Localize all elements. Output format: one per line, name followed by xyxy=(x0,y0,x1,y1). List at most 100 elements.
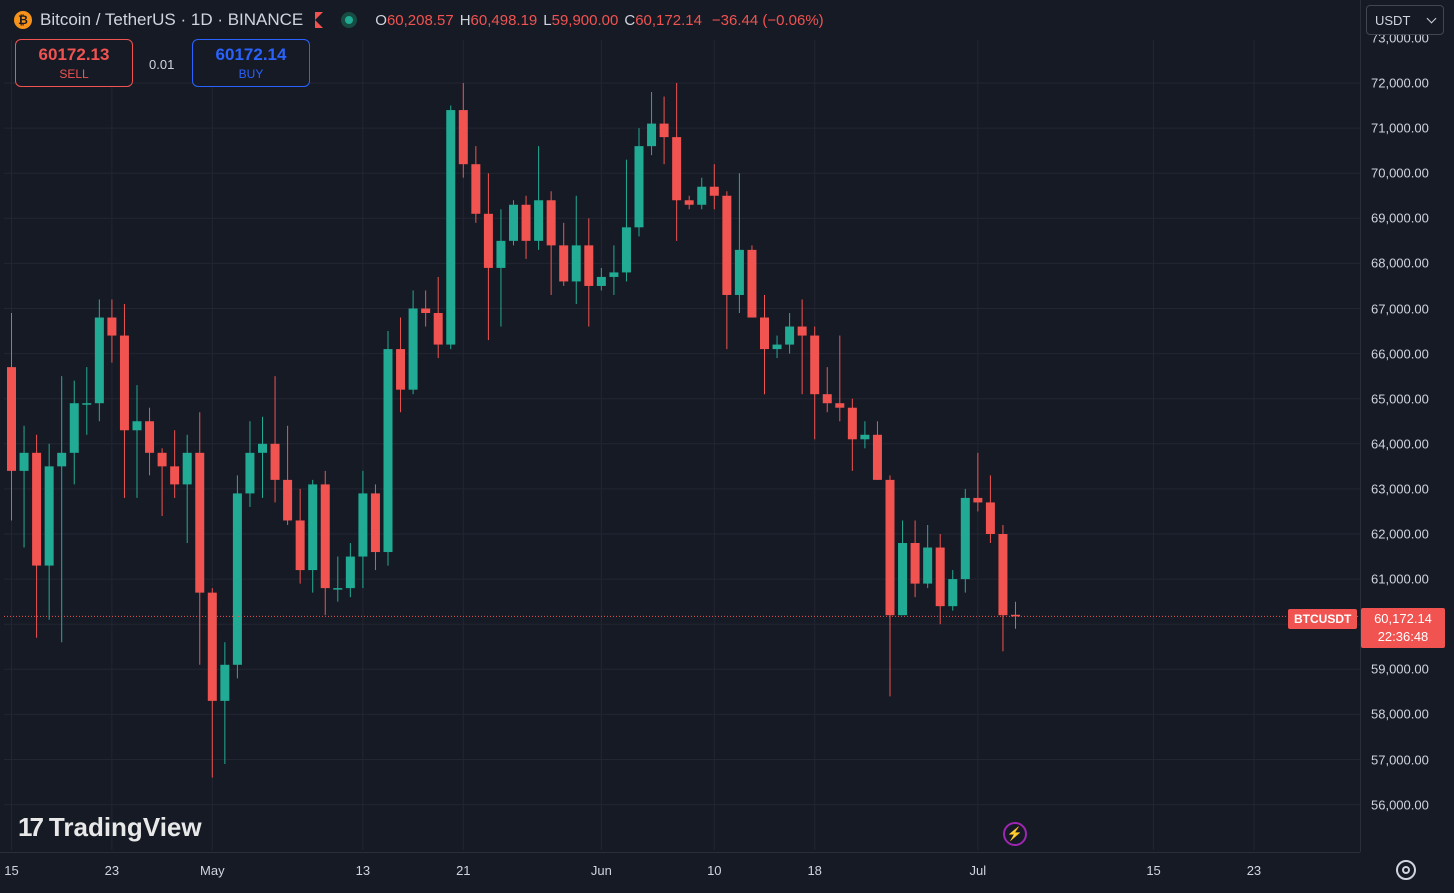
candle[interactable] xyxy=(998,524,1008,652)
candle[interactable] xyxy=(722,191,732,350)
candle[interactable] xyxy=(546,191,556,295)
candle[interactable] xyxy=(283,425,293,525)
candle[interactable] xyxy=(320,470,330,616)
sell-button[interactable]: 60172.13 SELL xyxy=(15,39,133,87)
candle[interactable] xyxy=(458,83,468,178)
candle[interactable] xyxy=(483,173,493,341)
candle[interactable] xyxy=(584,218,594,327)
candle[interactable] xyxy=(985,475,995,544)
candle[interactable] xyxy=(358,470,368,589)
candle[interactable] xyxy=(107,299,117,363)
candle-body xyxy=(408,308,418,390)
candle[interactable] xyxy=(509,200,518,246)
lightning-icon[interactable]: ⚡ xyxy=(1003,822,1027,846)
candle[interactable] xyxy=(132,385,142,498)
candle[interactable] xyxy=(822,367,832,413)
candle[interactable] xyxy=(872,421,882,480)
candle[interactable] xyxy=(534,146,544,250)
candle[interactable] xyxy=(245,421,255,507)
candle[interactable] xyxy=(182,434,192,544)
candle[interactable] xyxy=(157,448,167,516)
candle[interactable] xyxy=(659,96,669,165)
candle[interactable] xyxy=(433,276,443,359)
candle[interactable] xyxy=(19,425,29,548)
candle[interactable] xyxy=(220,642,230,765)
candle[interactable] xyxy=(119,303,129,498)
candle[interactable] xyxy=(559,222,569,286)
candle[interactable] xyxy=(258,416,267,498)
candle[interactable] xyxy=(82,367,92,435)
candle[interactable] xyxy=(634,128,644,237)
chart-area[interactable] xyxy=(4,40,1360,850)
candle[interactable] xyxy=(496,209,506,327)
candle[interactable] xyxy=(57,376,67,643)
time-axis[interactable]: 15 23 May 13 21 Jun 10 18 Jul 15 23 xyxy=(0,852,1360,893)
candle[interactable] xyxy=(898,520,908,616)
candle[interactable] xyxy=(860,421,870,449)
candle[interactable] xyxy=(609,245,619,295)
candle[interactable] xyxy=(973,452,983,512)
gear-icon[interactable] xyxy=(1396,860,1416,880)
candle[interactable] xyxy=(734,173,744,314)
candle[interactable] xyxy=(910,520,920,598)
candle[interactable] xyxy=(471,146,481,223)
candle[interactable] xyxy=(785,313,795,354)
candle[interactable] xyxy=(345,543,355,598)
candle[interactable] xyxy=(521,195,531,259)
candle-body xyxy=(7,367,16,471)
candle[interactable] xyxy=(333,556,343,602)
candle-body xyxy=(709,186,719,196)
price-tick-label: 71,000.00 xyxy=(1371,120,1429,136)
candle[interactable] xyxy=(44,443,54,620)
candle[interactable] xyxy=(760,294,769,395)
candle[interactable] xyxy=(621,159,631,282)
candle[interactable] xyxy=(885,475,895,697)
candle[interactable] xyxy=(270,376,280,503)
currency-select[interactable]: USDT xyxy=(1366,5,1444,35)
candle[interactable] xyxy=(960,488,970,593)
candle[interactable] xyxy=(571,195,581,304)
currency-value: USDT xyxy=(1375,12,1411,28)
candlestick-chart[interactable] xyxy=(4,40,1360,850)
candle[interactable] xyxy=(308,479,318,593)
candle[interactable] xyxy=(94,299,104,422)
candle[interactable] xyxy=(32,434,42,638)
candle[interactable] xyxy=(672,83,682,241)
candle[interactable] xyxy=(810,326,820,440)
candle[interactable] xyxy=(647,92,657,156)
buy-button[interactable]: 60172.14 BUY xyxy=(192,39,310,87)
candle[interactable] xyxy=(370,484,380,571)
candle[interactable] xyxy=(232,475,242,679)
candle[interactable] xyxy=(295,488,305,584)
candle[interactable] xyxy=(170,430,180,498)
candle[interactable] xyxy=(948,570,958,611)
candle[interactable] xyxy=(684,195,694,210)
candle[interactable] xyxy=(383,331,393,566)
candle[interactable] xyxy=(797,299,807,395)
candle[interactable] xyxy=(207,588,217,778)
candle[interactable] xyxy=(835,335,845,422)
market-status-icon[interactable] xyxy=(341,12,358,28)
candle[interactable] xyxy=(772,335,782,359)
candle[interactable] xyxy=(923,524,933,589)
candle[interactable] xyxy=(7,313,16,521)
candle[interactable] xyxy=(408,290,418,395)
candle[interactable] xyxy=(747,245,757,318)
price-axis[interactable]: 56,000.0057,000.0058,000.0059,000.0060,0… xyxy=(1360,0,1454,852)
candle[interactable] xyxy=(847,398,857,471)
candle[interactable] xyxy=(396,317,406,413)
candle[interactable] xyxy=(446,105,456,350)
candle[interactable] xyxy=(421,290,431,327)
candle[interactable] xyxy=(145,407,155,476)
candle[interactable] xyxy=(195,412,205,665)
candle[interactable] xyxy=(935,534,945,625)
flag-icon[interactable] xyxy=(315,12,324,28)
candle[interactable] xyxy=(596,267,606,291)
candle[interactable] xyxy=(69,380,79,485)
candle-body xyxy=(57,452,67,467)
tradingview-logo[interactable]: 17 TradingView xyxy=(18,812,202,843)
candle[interactable] xyxy=(1011,601,1020,629)
candle[interactable] xyxy=(709,164,719,210)
symbol-title[interactable]: Bitcoin / TetherUS · 1D · BINANCE xyxy=(40,10,304,29)
candle[interactable] xyxy=(697,177,707,210)
